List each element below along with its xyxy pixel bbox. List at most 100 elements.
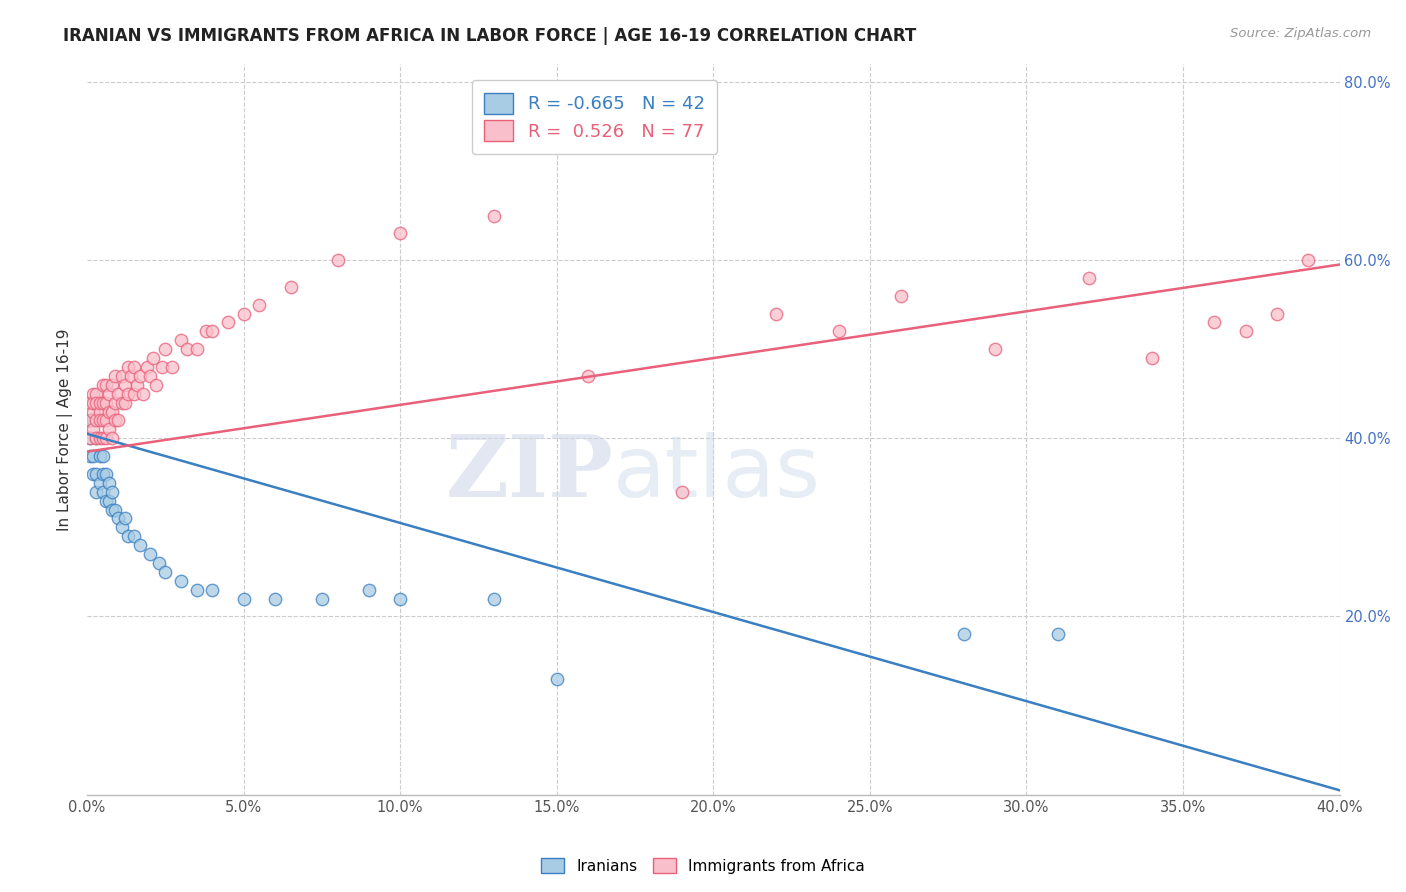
Point: [101, 404, 124, 418]
Point: [91, 449, 114, 463]
Point: [482, 591, 505, 606]
Point: [86, 413, 108, 427]
Point: [101, 484, 124, 499]
Point: [160, 359, 183, 374]
Point: [94, 413, 117, 427]
Point: [91, 484, 114, 499]
Point: [389, 591, 412, 606]
Point: [79, 449, 101, 463]
Point: [232, 307, 254, 321]
Point: [170, 333, 193, 347]
Point: [155, 565, 177, 579]
Text: IRANIAN VS IMMIGRANTS FROM AFRICA IN LABOR FORCE | AGE 16-19 CORRELATION CHART: IRANIAN VS IMMIGRANTS FROM AFRICA IN LAB…: [63, 27, 917, 45]
Point: [195, 324, 218, 338]
Point: [155, 342, 177, 356]
Point: [142, 351, 165, 365]
Point: [176, 342, 198, 356]
Point: [890, 289, 912, 303]
Point: [132, 386, 155, 401]
Point: [311, 591, 333, 606]
Point: [79, 413, 101, 427]
Text: atlas: atlas: [613, 432, 821, 515]
Point: [122, 386, 145, 401]
Point: [101, 377, 124, 392]
Point: [952, 627, 974, 641]
Point: [389, 227, 412, 241]
Point: [114, 511, 136, 525]
Point: [82, 467, 104, 481]
Point: [138, 368, 160, 383]
Point: [1234, 324, 1257, 338]
Point: [89, 431, 111, 445]
Point: [280, 280, 302, 294]
Point: [201, 582, 224, 597]
Point: [357, 582, 380, 597]
Point: [122, 529, 145, 543]
Point: [482, 209, 505, 223]
Point: [89, 475, 111, 490]
Point: [82, 395, 104, 409]
Point: [91, 413, 114, 427]
Point: [232, 591, 254, 606]
Point: [326, 253, 349, 268]
Point: [186, 582, 208, 597]
Point: [79, 413, 101, 427]
Point: [94, 395, 117, 409]
Point: [129, 538, 152, 552]
Point: [1296, 253, 1319, 268]
Point: [104, 413, 127, 427]
Point: [98, 386, 121, 401]
Point: [89, 404, 111, 418]
Point: [984, 342, 1007, 356]
Point: [576, 368, 599, 383]
Point: [1078, 271, 1101, 285]
Point: [104, 395, 127, 409]
Point: [94, 377, 117, 392]
Point: [82, 422, 104, 436]
Point: [170, 574, 193, 588]
Point: [89, 449, 111, 463]
Point: [135, 359, 157, 374]
Point: [86, 395, 108, 409]
Point: [82, 413, 104, 427]
Legend: R = -0.665   N = 42, R =  0.526   N = 77: R = -0.665 N = 42, R = 0.526 N = 77: [472, 80, 717, 153]
Point: [107, 413, 129, 427]
Point: [94, 467, 117, 481]
Point: [264, 591, 287, 606]
Point: [94, 431, 117, 445]
Point: [827, 324, 849, 338]
Point: [671, 484, 693, 499]
Point: [1204, 315, 1226, 329]
Point: [117, 529, 139, 543]
Point: [82, 449, 104, 463]
Point: [127, 377, 149, 392]
Point: [79, 431, 101, 445]
Point: [104, 502, 127, 516]
Point: [86, 386, 108, 401]
Point: [98, 493, 121, 508]
Point: [1265, 307, 1288, 321]
Point: [79, 431, 101, 445]
Text: Source: ZipAtlas.com: Source: ZipAtlas.com: [1230, 27, 1371, 40]
Point: [201, 324, 224, 338]
Point: [122, 359, 145, 374]
Point: [91, 377, 114, 392]
Point: [120, 368, 142, 383]
Point: [546, 672, 568, 686]
Point: [101, 502, 124, 516]
Point: [150, 359, 173, 374]
Point: [86, 431, 108, 445]
Point: [89, 395, 111, 409]
Point: [138, 547, 160, 561]
Point: [91, 395, 114, 409]
Point: [186, 342, 208, 356]
Point: [86, 467, 108, 481]
Point: [82, 386, 104, 401]
Point: [247, 298, 270, 312]
Point: [98, 475, 121, 490]
Point: [89, 413, 111, 427]
Point: [104, 368, 127, 383]
Point: [145, 377, 167, 392]
Point: [114, 377, 136, 392]
Point: [148, 556, 170, 570]
